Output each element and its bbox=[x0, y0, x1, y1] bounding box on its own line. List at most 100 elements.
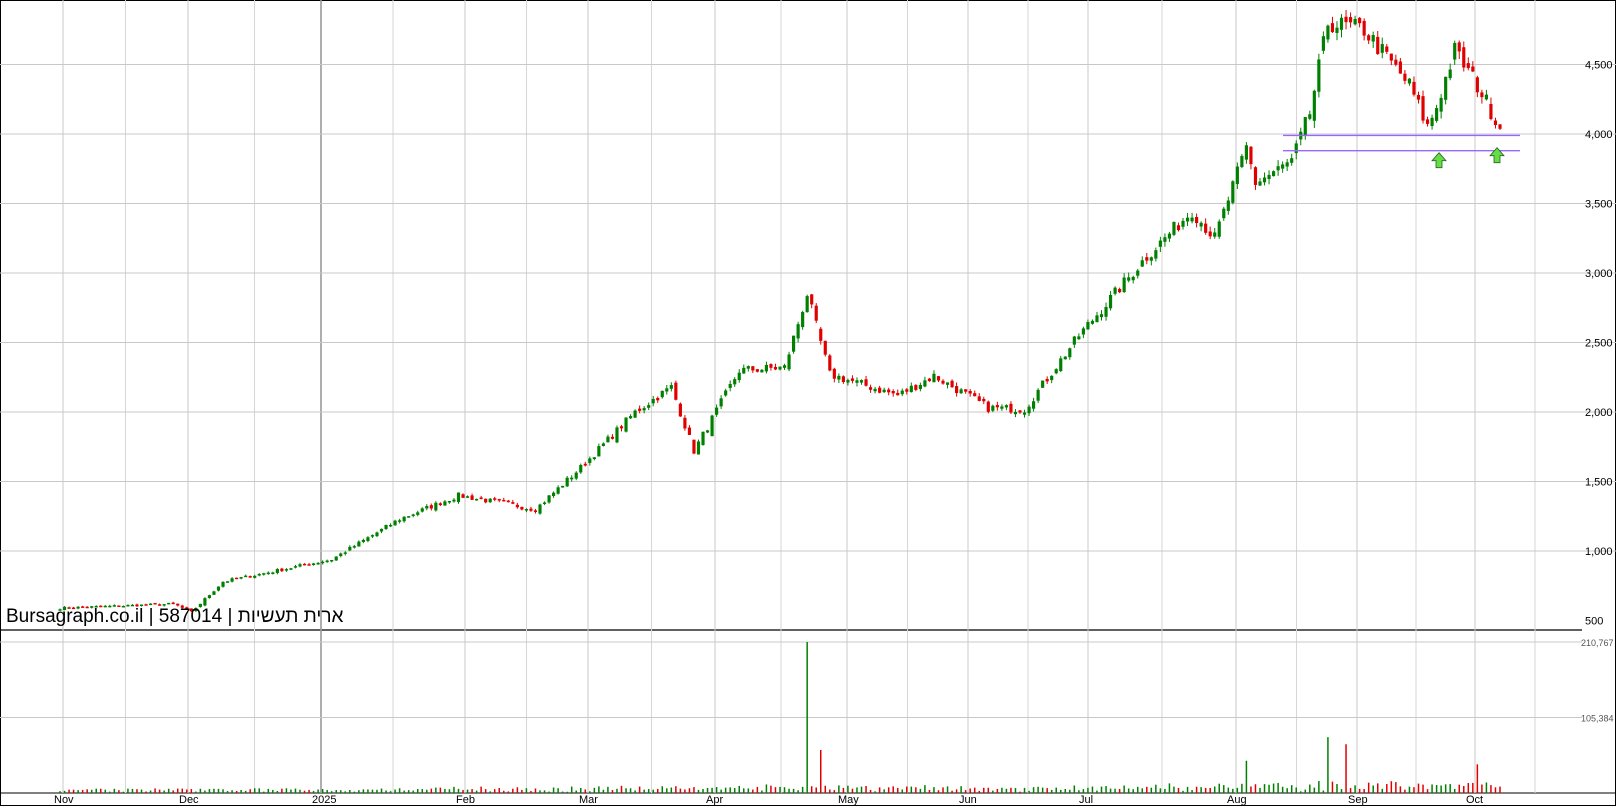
candle-body bbox=[1444, 76, 1448, 100]
candle-body bbox=[692, 439, 696, 454]
candle-body bbox=[787, 354, 791, 370]
price-series bbox=[58, 10, 1502, 613]
candle-body bbox=[850, 378, 855, 381]
candle-body bbox=[158, 604, 162, 606]
candle-body bbox=[1244, 145, 1248, 160]
x-tick-label: Apr bbox=[706, 794, 723, 806]
candle-body bbox=[1240, 156, 1244, 167]
candle-body bbox=[289, 568, 293, 570]
candle-body bbox=[1032, 401, 1036, 409]
candle-body bbox=[257, 573, 261, 576]
candle-body bbox=[321, 561, 325, 564]
candle-body bbox=[90, 606, 94, 608]
candle-body bbox=[1204, 223, 1208, 233]
candle-body bbox=[112, 605, 116, 607]
candle-body bbox=[832, 368, 836, 379]
candle-body bbox=[1321, 36, 1325, 51]
candle-body bbox=[230, 578, 234, 582]
axes: Nov Dec 2025 Feb Mar Apr May Jun Jul Aug Sep Oct 500… bbox=[54, 60, 1614, 807]
candle-body bbox=[1317, 59, 1321, 92]
y-tick-label: 2,000 bbox=[1585, 407, 1613, 419]
y-tick-label: 500 bbox=[1585, 616, 1603, 628]
candle-body bbox=[1249, 146, 1253, 165]
candle-body bbox=[293, 566, 298, 568]
candle-body bbox=[425, 506, 429, 509]
candle-body bbox=[1453, 42, 1457, 60]
candle-body bbox=[891, 391, 895, 394]
candle-body bbox=[1104, 306, 1108, 317]
candle-body bbox=[411, 514, 415, 516]
candle-body bbox=[1041, 380, 1045, 388]
candle-body bbox=[1172, 221, 1176, 235]
candle-body bbox=[262, 573, 266, 575]
candle-body bbox=[710, 415, 714, 437]
candle-body bbox=[1140, 260, 1144, 267]
candle-body bbox=[1285, 162, 1289, 167]
candle-body bbox=[488, 498, 492, 503]
candle-body bbox=[823, 340, 827, 355]
x-tick-label: Mar bbox=[579, 794, 598, 806]
candle-body bbox=[1358, 17, 1362, 24]
candle-body bbox=[1457, 42, 1461, 52]
candle-body bbox=[1163, 237, 1167, 242]
candle-body bbox=[977, 396, 981, 401]
candle-body bbox=[1072, 336, 1076, 345]
candle-body bbox=[284, 569, 288, 571]
candle-body bbox=[1231, 181, 1235, 203]
candle-body bbox=[1226, 200, 1230, 211]
x-tick-label: Jul bbox=[1079, 794, 1093, 806]
candle-body bbox=[81, 606, 85, 608]
candle-body bbox=[1118, 289, 1122, 293]
candle-body bbox=[1290, 158, 1294, 163]
candle-body bbox=[1004, 405, 1008, 408]
candle-body bbox=[1371, 35, 1375, 42]
candle-body bbox=[1149, 257, 1153, 261]
candle-body bbox=[361, 539, 365, 542]
candle-body bbox=[221, 581, 225, 587]
candle-body bbox=[470, 495, 474, 500]
y-tick-label: 3,500 bbox=[1585, 199, 1613, 211]
candle-body bbox=[760, 369, 764, 373]
candle-body bbox=[1068, 348, 1072, 358]
candle-body bbox=[841, 376, 845, 383]
candle-body bbox=[1394, 59, 1398, 65]
candle-body bbox=[139, 604, 144, 607]
candle-body bbox=[855, 380, 859, 383]
candle-body bbox=[475, 498, 479, 501]
candle-body bbox=[212, 591, 216, 595]
candle-body bbox=[1000, 406, 1004, 409]
candle-body bbox=[968, 391, 972, 394]
candle-body bbox=[828, 355, 832, 371]
candle-body bbox=[1421, 96, 1425, 121]
candle-body bbox=[1312, 90, 1316, 121]
candle-body bbox=[773, 366, 778, 370]
candle-body bbox=[352, 546, 356, 548]
candle-body bbox=[923, 380, 927, 387]
candle-body bbox=[244, 575, 248, 578]
candle-body bbox=[366, 537, 370, 541]
volume-tick-label: 210,767 bbox=[1581, 638, 1614, 648]
candle-body bbox=[465, 496, 470, 498]
candle-body bbox=[561, 485, 565, 488]
candle-body bbox=[1380, 44, 1384, 53]
candle-body bbox=[533, 510, 538, 513]
candle-body bbox=[1009, 403, 1013, 413]
candle-body bbox=[126, 604, 130, 607]
candle-body bbox=[896, 392, 900, 396]
candle-body bbox=[628, 416, 633, 419]
candle-body bbox=[502, 499, 506, 502]
y-tick-label: 1,000 bbox=[1585, 546, 1613, 558]
candle-body bbox=[167, 602, 171, 605]
candle-body bbox=[484, 498, 488, 503]
candle-body bbox=[909, 385, 913, 393]
candle-body bbox=[1113, 287, 1117, 294]
candle-body bbox=[724, 390, 728, 396]
candle-body bbox=[1353, 18, 1357, 25]
candle-body bbox=[1036, 389, 1040, 401]
candle-body bbox=[130, 604, 135, 607]
candle-body bbox=[1063, 356, 1067, 360]
candle-body bbox=[900, 390, 904, 395]
x-tick-label: Jun bbox=[959, 794, 977, 806]
